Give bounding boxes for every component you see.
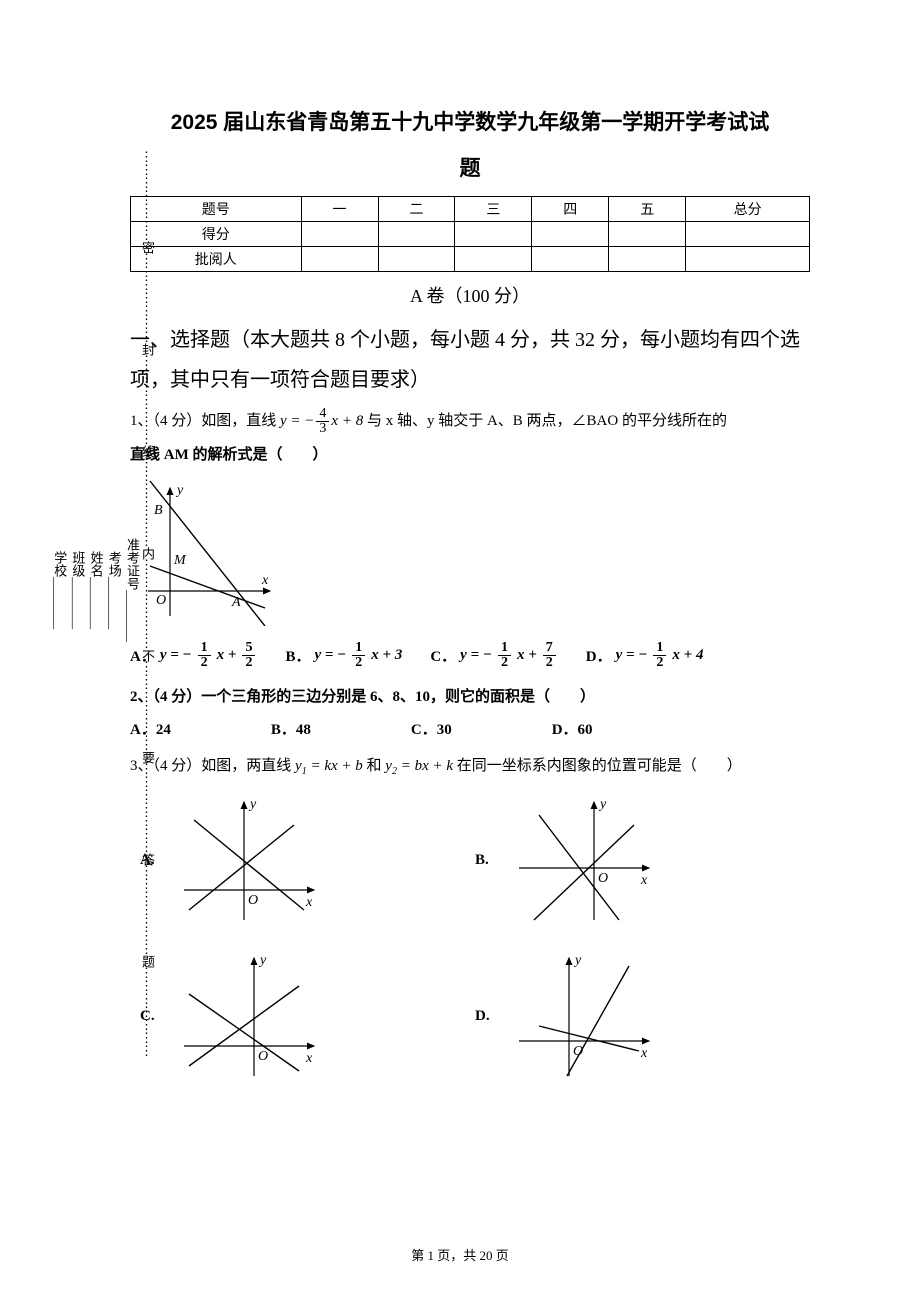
svg-text:x: x [261, 573, 269, 588]
exam-title-line1: 2025 届山东省青岛第五十九中学数学九年级第一学期开学考试试 [130, 100, 810, 146]
th: 三 [455, 197, 532, 222]
th: 一 [301, 197, 378, 222]
svg-text:O: O [248, 893, 258, 908]
table-row: 批阅人 [131, 247, 810, 272]
q3-opt-b: B. yxO [475, 790, 810, 930]
binding-labels: 学校________ 班级________ 姓名________ 考场_____… [50, 150, 141, 1030]
q1-opt-d: D． y = −12x + 4 [586, 641, 704, 670]
q3-opt-d: D. yxO [475, 946, 810, 1086]
paper-label: A 卷（100 分） [130, 282, 810, 308]
svg-text:O: O [258, 1049, 268, 1064]
q3-opt-c: C. yxO [140, 946, 475, 1086]
th: 总分 [686, 197, 810, 222]
q3-graph-d: yxO [509, 946, 659, 1086]
svg-text:y: y [258, 953, 267, 968]
svg-text:x: x [640, 1046, 648, 1061]
svg-text:y: y [573, 953, 582, 968]
svg-text:x: x [305, 1051, 313, 1066]
th: 五 [609, 197, 686, 222]
binding-strip: 学校________ 班级________ 姓名________ 考场_____… [50, 150, 90, 1030]
binding-dots: ⋮⋮⋮⋮⋮⋮⋮密⋮⋮⋮⋮⋮⋮⋮封⋮⋮⋮⋮⋮⋮⋮线⋮⋮⋮⋮⋮⋮⋮内⋮⋮⋮⋮⋮⋮⋮不… [141, 150, 154, 1030]
q3-graph-a: y x O [174, 790, 324, 930]
q3-graph-b: y x O [509, 790, 659, 930]
th: 二 [378, 197, 455, 222]
table-row: 得分 [131, 222, 810, 247]
question-3: 3、（4 分）如图，两直线 y1 = kx + b 和 y2 = bx + k … [130, 751, 810, 782]
question-1-line2: 直线 AM 的解析式是（ ） [130, 440, 810, 470]
score-table: 题号 一 二 三 四 五 总分 得分 批阅人 [130, 196, 810, 272]
q2-opt-b: B．48 [271, 718, 311, 739]
svg-text:A: A [231, 595, 241, 610]
q2-opt-c: C．30 [411, 718, 452, 739]
q1-options: A． y = −12x + 52 B． y = −12x + 3 C． y = … [130, 641, 810, 670]
q1-figure: y x O A B M [140, 476, 810, 631]
svg-text:x: x [305, 895, 313, 910]
q1-graph: y x O A B M [140, 476, 280, 626]
question-1: 1、（4 分）如图，直线 y = −43x + 8 与 x 轴、y 轴交于 A、… [130, 406, 810, 436]
q3-opt-a: A. yxO [140, 790, 475, 930]
svg-text:y: y [598, 797, 607, 812]
svg-text:B: B [154, 503, 163, 518]
q1-opt-b: B． y = −12x + 3 [285, 641, 402, 670]
q3-graph-c: y x O [174, 946, 324, 1086]
svg-text:x: x [640, 873, 648, 888]
svg-text:O: O [598, 871, 608, 886]
svg-text:M: M [173, 553, 187, 568]
q3-graphs: A. yxO B. yxO C. yxO D. yxO [140, 790, 810, 1086]
q2-options: A．24 B．48 C．30 D．60 [130, 718, 810, 739]
table-row: 题号 一 二 三 四 五 总分 [131, 197, 810, 222]
svg-text:y: y [175, 483, 184, 498]
section-1-title: 一、选择题（本大题共 8 个小题，每小题 4 分，共 32 分，每小题均有四个选… [130, 320, 810, 400]
question-2: 2、（4 分）一个三角形的三边分别是 6、8、10，则它的面积是（ ） [130, 682, 810, 712]
q2-opt-d: D．60 [552, 718, 593, 739]
svg-text:O: O [156, 593, 166, 608]
exam-title-line2: 题 [130, 146, 810, 192]
th: 题号 [131, 197, 302, 222]
q1-opt-c: C． y = −12x + 72 [430, 641, 557, 670]
th: 四 [532, 197, 609, 222]
page-number: 第 1 页，共 20 页 [0, 1245, 920, 1264]
svg-text:y: y [248, 797, 257, 812]
row-label: 批阅人 [131, 247, 302, 272]
row-label: 得分 [131, 222, 302, 247]
